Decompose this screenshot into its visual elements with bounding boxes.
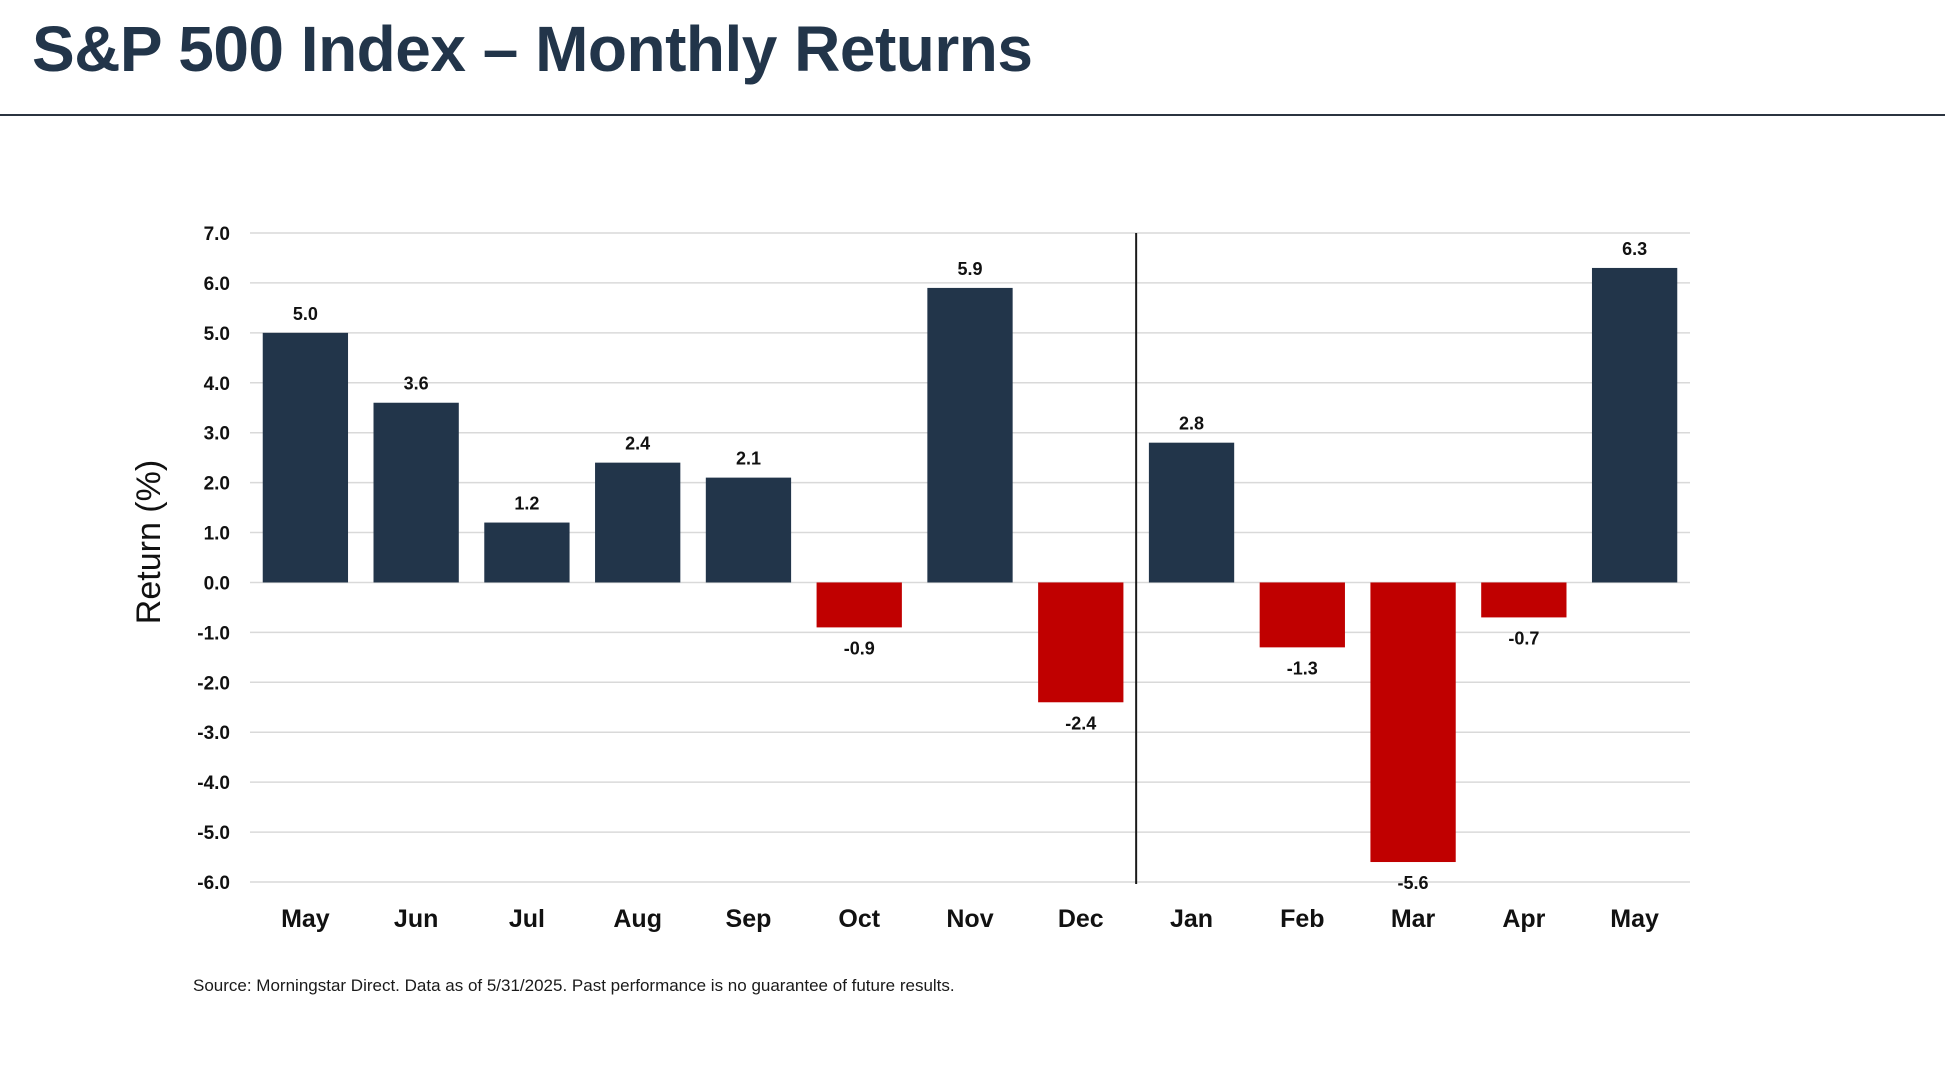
x-tick-label: Sep bbox=[726, 905, 772, 933]
x-tick-label: May bbox=[1610, 905, 1659, 933]
bar-apr-11 bbox=[1481, 582, 1567, 618]
x-tick-label: Apr bbox=[1502, 905, 1545, 933]
y-tick-label: 0.0 bbox=[204, 573, 230, 594]
y-tick-label: -5.0 bbox=[197, 823, 230, 844]
source-note: Source: Morningstar Direct. Data as of 5… bbox=[193, 976, 955, 995]
y-tick-label: -6.0 bbox=[197, 873, 230, 894]
data-label: 2.4 bbox=[625, 434, 650, 454]
y-tick-label: -4.0 bbox=[197, 773, 230, 794]
data-label: 1.2 bbox=[514, 494, 539, 514]
bar-dec-7 bbox=[1038, 582, 1124, 703]
y-tick-label: 5.0 bbox=[204, 324, 230, 345]
bar-jul-2 bbox=[484, 522, 570, 583]
bar-nov-6 bbox=[927, 287, 1013, 583]
bar-mar-10 bbox=[1370, 582, 1456, 863]
x-tick-label: Aug bbox=[613, 905, 662, 933]
data-label: -1.3 bbox=[1287, 658, 1318, 678]
x-tick-label: Jun bbox=[394, 905, 438, 933]
data-labels: 5.0 3.6 1.2 2.4 2.1 -0.9 5.9 -2.4 2.8 -1.3 -5.6 -0.… bbox=[293, 239, 1647, 893]
data-label: 5.9 bbox=[957, 259, 982, 279]
data-label: 2.1 bbox=[736, 449, 761, 469]
x-tick-label: Dec bbox=[1058, 905, 1104, 933]
y-tick-label: 6.0 bbox=[204, 274, 230, 295]
y-tick-label: 4.0 bbox=[204, 374, 230, 395]
monthly-returns-chart: 7.0 6.0 5.0 4.0 3.0 2.0 1.0 0.0 -1.0 -2.0 -3.0 -4.0… bbox=[130, 224, 1690, 933]
x-tick-label: Jul bbox=[509, 905, 545, 933]
x-tick-label: Mar bbox=[1391, 905, 1436, 933]
y-tick-label: 2.0 bbox=[204, 474, 230, 495]
x-tick-label: Feb bbox=[1280, 905, 1324, 933]
bar-feb-9 bbox=[1259, 582, 1345, 648]
bars bbox=[262, 267, 1678, 863]
bar-may-12 bbox=[1591, 267, 1678, 583]
y-tick-label: -2.0 bbox=[197, 673, 230, 694]
bar-jan-8 bbox=[1148, 442, 1235, 583]
x-tick-label: Nov bbox=[946, 905, 993, 933]
data-label: -5.6 bbox=[1398, 873, 1429, 893]
y-tick-label: 7.0 bbox=[204, 224, 230, 245]
y-axis-ticks: 7.0 6.0 5.0 4.0 3.0 2.0 1.0 0.0 -1.0 -2.0 -3.0 -4.0… bbox=[197, 224, 230, 894]
data-label: 2.8 bbox=[1179, 414, 1204, 434]
bar-sep-4 bbox=[705, 477, 792, 583]
bar-may-0 bbox=[262, 332, 349, 583]
data-label: 5.0 bbox=[293, 304, 318, 324]
y-tick-label: -1.0 bbox=[197, 623, 230, 644]
x-tick-label: Oct bbox=[838, 905, 880, 933]
bar-oct-5 bbox=[816, 582, 902, 628]
x-tick-label: Jan bbox=[1170, 905, 1213, 933]
data-label: 3.6 bbox=[404, 374, 429, 394]
y-tick-label: -3.0 bbox=[197, 723, 230, 744]
y-axis-label: Return (%) bbox=[130, 460, 168, 624]
data-label: 6.3 bbox=[1622, 239, 1647, 259]
data-label: -0.9 bbox=[844, 638, 875, 658]
data-label: -2.4 bbox=[1065, 713, 1096, 733]
y-tick-label: 3.0 bbox=[204, 424, 230, 445]
title-divider bbox=[0, 114, 1945, 116]
y-tick-label: 1.0 bbox=[204, 524, 230, 545]
x-tick-label: May bbox=[281, 905, 330, 933]
bar-aug-3 bbox=[595, 462, 681, 583]
x-axis-ticks: May Jun Jul Aug Sep Oct Nov Dec Jan Feb Mar Apr May bbox=[281, 905, 1659, 933]
bar-jun-1 bbox=[373, 402, 459, 583]
page-title: S&P 500 Index – Monthly Returns bbox=[32, 13, 1033, 85]
data-label: -0.7 bbox=[1508, 628, 1539, 648]
